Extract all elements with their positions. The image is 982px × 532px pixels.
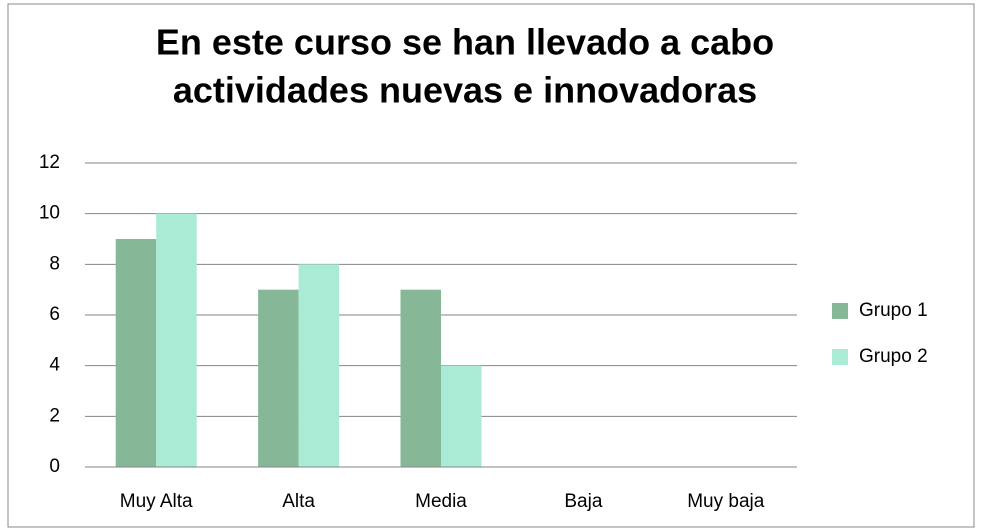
bar [400,289,441,467]
x-tick-label: Alta [282,491,315,512]
bar [298,264,340,467]
x-tick-label: Media [415,491,467,512]
bar [441,365,482,467]
chart-title: En este curso se han llevado a cabo [156,22,774,63]
y-tick-label: 2 [49,405,60,426]
y-tick-label: 4 [49,355,60,376]
legend-swatch [832,303,848,319]
y-tick-label: 10 [39,203,60,224]
legend-label: Grupo 1 [859,300,928,321]
x-tick-label: Muy baja [687,491,765,512]
y-tick-label: 8 [49,253,60,274]
bar [115,239,157,467]
y-tick-label: 12 [39,152,60,173]
chart-title: actividades nuevas e innovadoras [173,70,757,111]
legend-swatch [832,349,848,365]
y-tick-label: 0 [49,456,60,477]
x-tick-label: Muy Alta [120,491,193,512]
bar [258,289,299,467]
legend-label: Grupo 2 [859,346,928,367]
bar [156,213,197,467]
x-tick-label: Baja [564,491,602,512]
y-tick-label: 6 [49,304,60,325]
